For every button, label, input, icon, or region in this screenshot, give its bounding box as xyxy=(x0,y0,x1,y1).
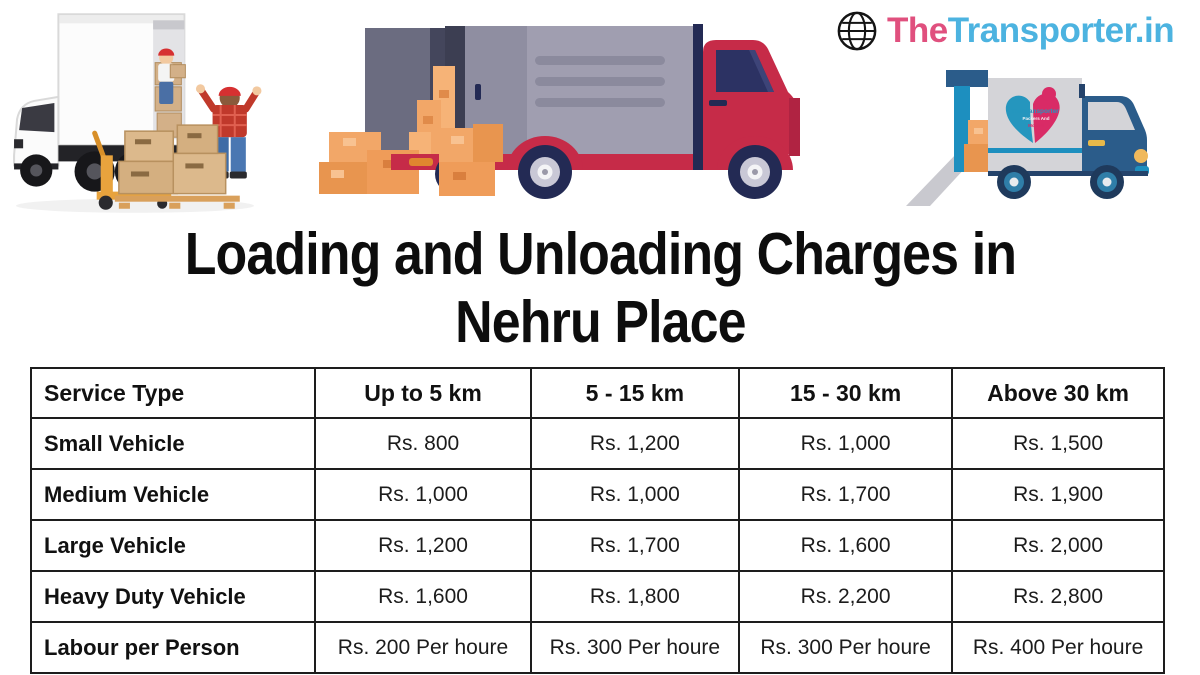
brand-name-rest: Transporter.in xyxy=(947,11,1175,50)
column-header-15-30km: 15 - 30 km xyxy=(738,367,954,419)
service-type-cell: Large Vehicle xyxy=(29,519,317,572)
globe-icon xyxy=(837,11,877,51)
charge-cell: Rs. 1,500 xyxy=(951,417,1165,470)
charge-cell: Rs. 1,200 xyxy=(529,417,741,470)
table-header-row: Service Type Up to 5 km 5 - 15 km 15 - 3… xyxy=(29,367,1165,419)
service-type-cell: Small Vehicle xyxy=(29,417,317,470)
worker-on-ground-icon xyxy=(195,84,262,179)
title-line-1: Loading and Unloading Charges in xyxy=(184,221,1016,287)
workers-loading-truck-illustration xyxy=(13,13,262,213)
heart-hand-logo-icon: TheTransporter Packers And Movers xyxy=(1005,87,1060,143)
van-logo-line2: Packers And xyxy=(1022,116,1049,121)
column-header-up-to-5km: Up to 5 km xyxy=(314,367,532,419)
brand-name: TheTransporter.in xyxy=(887,11,1175,51)
charge-cell: Rs. 200 Per houre xyxy=(314,621,532,674)
charge-cell: Rs. 1,700 xyxy=(529,519,741,572)
table-row-small-vehicle: Small Vehicle Rs. 800 Rs. 1,200 Rs. 1,00… xyxy=(29,417,1165,470)
title-line-2: Nehru Place xyxy=(454,289,746,355)
branded-delivery-van-illustration: TheTransporter Packers And Movers xyxy=(906,70,1149,206)
charge-cell: Rs. 1,600 xyxy=(738,519,954,572)
charge-cell: Rs. 2,200 xyxy=(738,570,954,623)
brand-logo: TheTransporter.in xyxy=(836,10,1175,52)
van-logo-line1: TheTransporter xyxy=(1011,108,1059,115)
charge-cell: Rs. 2,000 xyxy=(951,519,1165,572)
column-header-service-type: Service Type xyxy=(29,367,317,419)
charge-cell: Rs. 1,000 xyxy=(529,468,741,521)
charge-cell: Rs. 2,800 xyxy=(951,570,1165,623)
table-row-medium-vehicle: Medium Vehicle Rs. 1,000 Rs. 1,000 Rs. 1… xyxy=(29,468,1165,521)
table-row-labour-per-person: Labour per Person Rs. 200 Per houre Rs. … xyxy=(29,621,1165,674)
charge-cell: Rs. 1,000 xyxy=(314,468,532,521)
van-logo-line3: Movers xyxy=(1028,123,1044,128)
service-type-cell: Labour per Person xyxy=(29,621,317,674)
charge-cell: Rs. 400 Per houre xyxy=(951,621,1165,674)
charge-cell: Rs. 1,900 xyxy=(951,468,1165,521)
charge-cell: Rs. 800 xyxy=(314,417,532,470)
red-cargo-truck-illustration xyxy=(319,24,800,199)
column-header-above-30km: Above 30 km xyxy=(951,367,1165,419)
charge-cell: Rs. 300 Per houre xyxy=(738,621,954,674)
charge-cell: Rs. 300 Per houre xyxy=(529,621,741,674)
charge-cell: Rs. 1,600 xyxy=(314,570,532,623)
charge-cell: Rs. 1,200 xyxy=(314,519,532,572)
charges-table: Service Type Up to 5 km 5 - 15 km 15 - 3… xyxy=(29,367,1165,674)
table-row-heavy-duty-vehicle: Heavy Duty Vehicle Rs. 1,600 Rs. 1,800 R… xyxy=(29,570,1165,623)
charge-cell: Rs. 1,000 xyxy=(738,417,954,470)
table-row-large-vehicle: Large Vehicle Rs. 1,200 Rs. 1,700 Rs. 1,… xyxy=(29,519,1165,572)
charge-cell: Rs. 1,700 xyxy=(738,468,954,521)
charge-cell: Rs. 1,800 xyxy=(529,570,741,623)
column-header-5-15km: 5 - 15 km xyxy=(529,367,741,419)
service-type-cell: Medium Vehicle xyxy=(29,468,317,521)
page-title: Loading and Unloading Charges in Nehru P… xyxy=(0,220,1200,356)
service-type-cell: Heavy Duty Vehicle xyxy=(29,570,317,623)
brand-name-the: The xyxy=(887,11,948,50)
worker-in-truck-icon xyxy=(158,48,186,104)
